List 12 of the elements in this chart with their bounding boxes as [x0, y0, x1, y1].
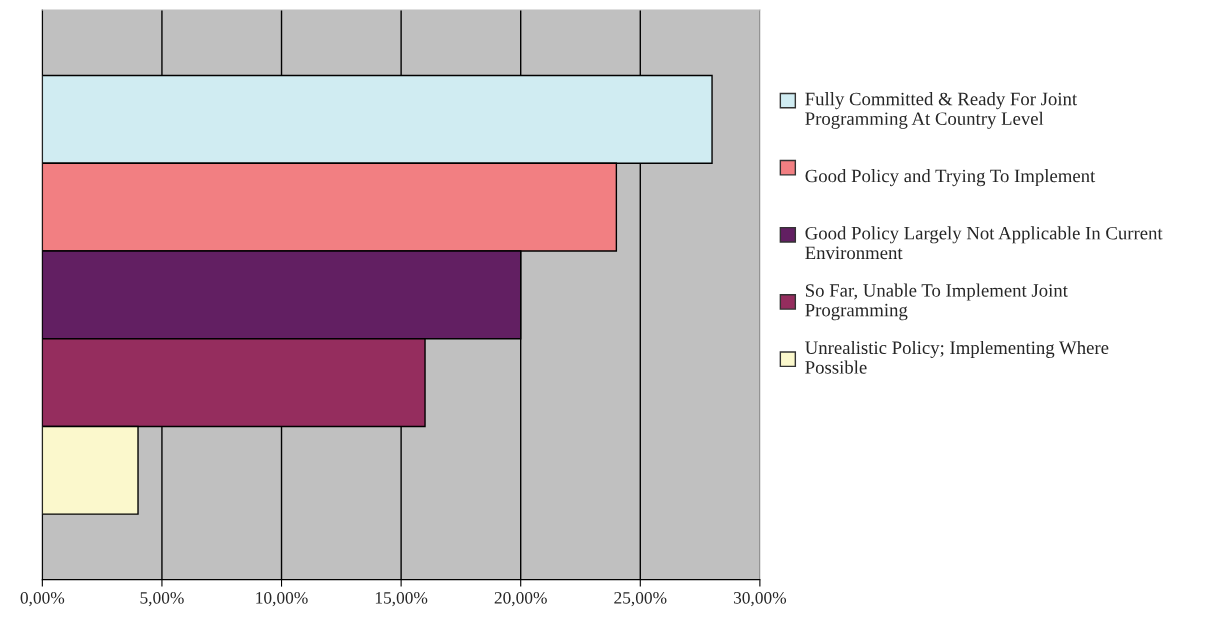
x-tick-label: 30,00%	[733, 591, 787, 607]
x-tick-label: 15,00%	[375, 591, 428, 607]
legend-label: Unrealistic Policy; Implementing Where Possible	[805, 340, 1109, 374]
legend-label: Good Policy and Trying To Implement	[805, 169, 1096, 187]
x-tick-label: 5,00%	[140, 591, 184, 607]
legend-label: So Far, Unable To Implement Joint Programming	[805, 283, 1068, 321]
x-tick-label: 20,00%	[494, 591, 547, 607]
legend-label: Fully Committed & Ready For Joint Programming At Country Level	[805, 92, 1078, 129]
x-tick-label: 10,00%	[256, 591, 308, 607]
x-tick-label: 25,00%	[614, 591, 667, 607]
x-tick-label: 0,00%	[20, 591, 65, 607]
legend-label: Good Policy Largely Not Applicable In Current Environment	[805, 226, 1163, 260]
